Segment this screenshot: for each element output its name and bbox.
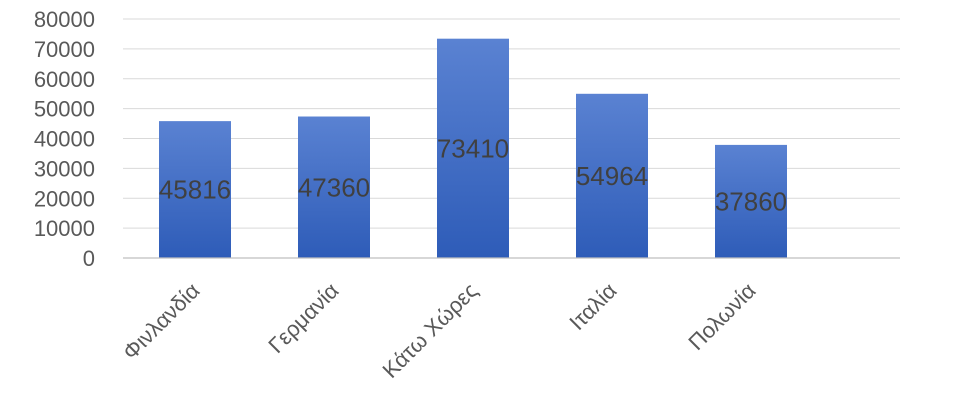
y-tick-label: 50000: [34, 97, 95, 122]
y-tick-label: 60000: [34, 67, 95, 92]
x-axis-category-labels: Φινλανδία Γερμανία Κάτω Χώρες Ιταλία Πολωνία: [118, 278, 761, 383]
x-tick-label: Φινλανδία: [118, 278, 205, 365]
data-label: 73410: [437, 133, 509, 163]
data-label: 54964: [576, 161, 648, 191]
y-tick-label: 0: [83, 246, 95, 271]
data-label: 47360: [298, 172, 370, 202]
data-label: 37860: [715, 186, 787, 216]
y-tick-label: 80000: [34, 7, 95, 32]
y-axis-tick-labels: 0 10000 20000 30000 40000 50000 60000 70000 8000…: [34, 7, 95, 271]
y-tick-label: 20000: [34, 186, 95, 211]
y-tick-label: 10000: [34, 216, 95, 241]
y-tick-label: 40000: [34, 127, 95, 152]
bar: [159, 121, 231, 259]
data-label: 45816: [159, 175, 231, 205]
bar: [715, 144, 787, 258]
y-tick-label: 30000: [34, 156, 95, 181]
bars: [159, 38, 787, 259]
data-labels: 45816 47360 73410 54964 37860: [159, 133, 787, 216]
x-tick-label: Κάτω Χώρες: [377, 278, 482, 383]
bar: [298, 116, 370, 259]
bar: [437, 38, 509, 259]
x-tick-label: Γερμανία: [263, 278, 343, 358]
y-tick-label: 70000: [34, 37, 95, 62]
x-tick-label: Πολωνία: [683, 278, 760, 355]
gridlines: [123, 18, 900, 229]
x-tick-label: Ιταλία: [564, 278, 621, 335]
bar: [576, 93, 648, 259]
